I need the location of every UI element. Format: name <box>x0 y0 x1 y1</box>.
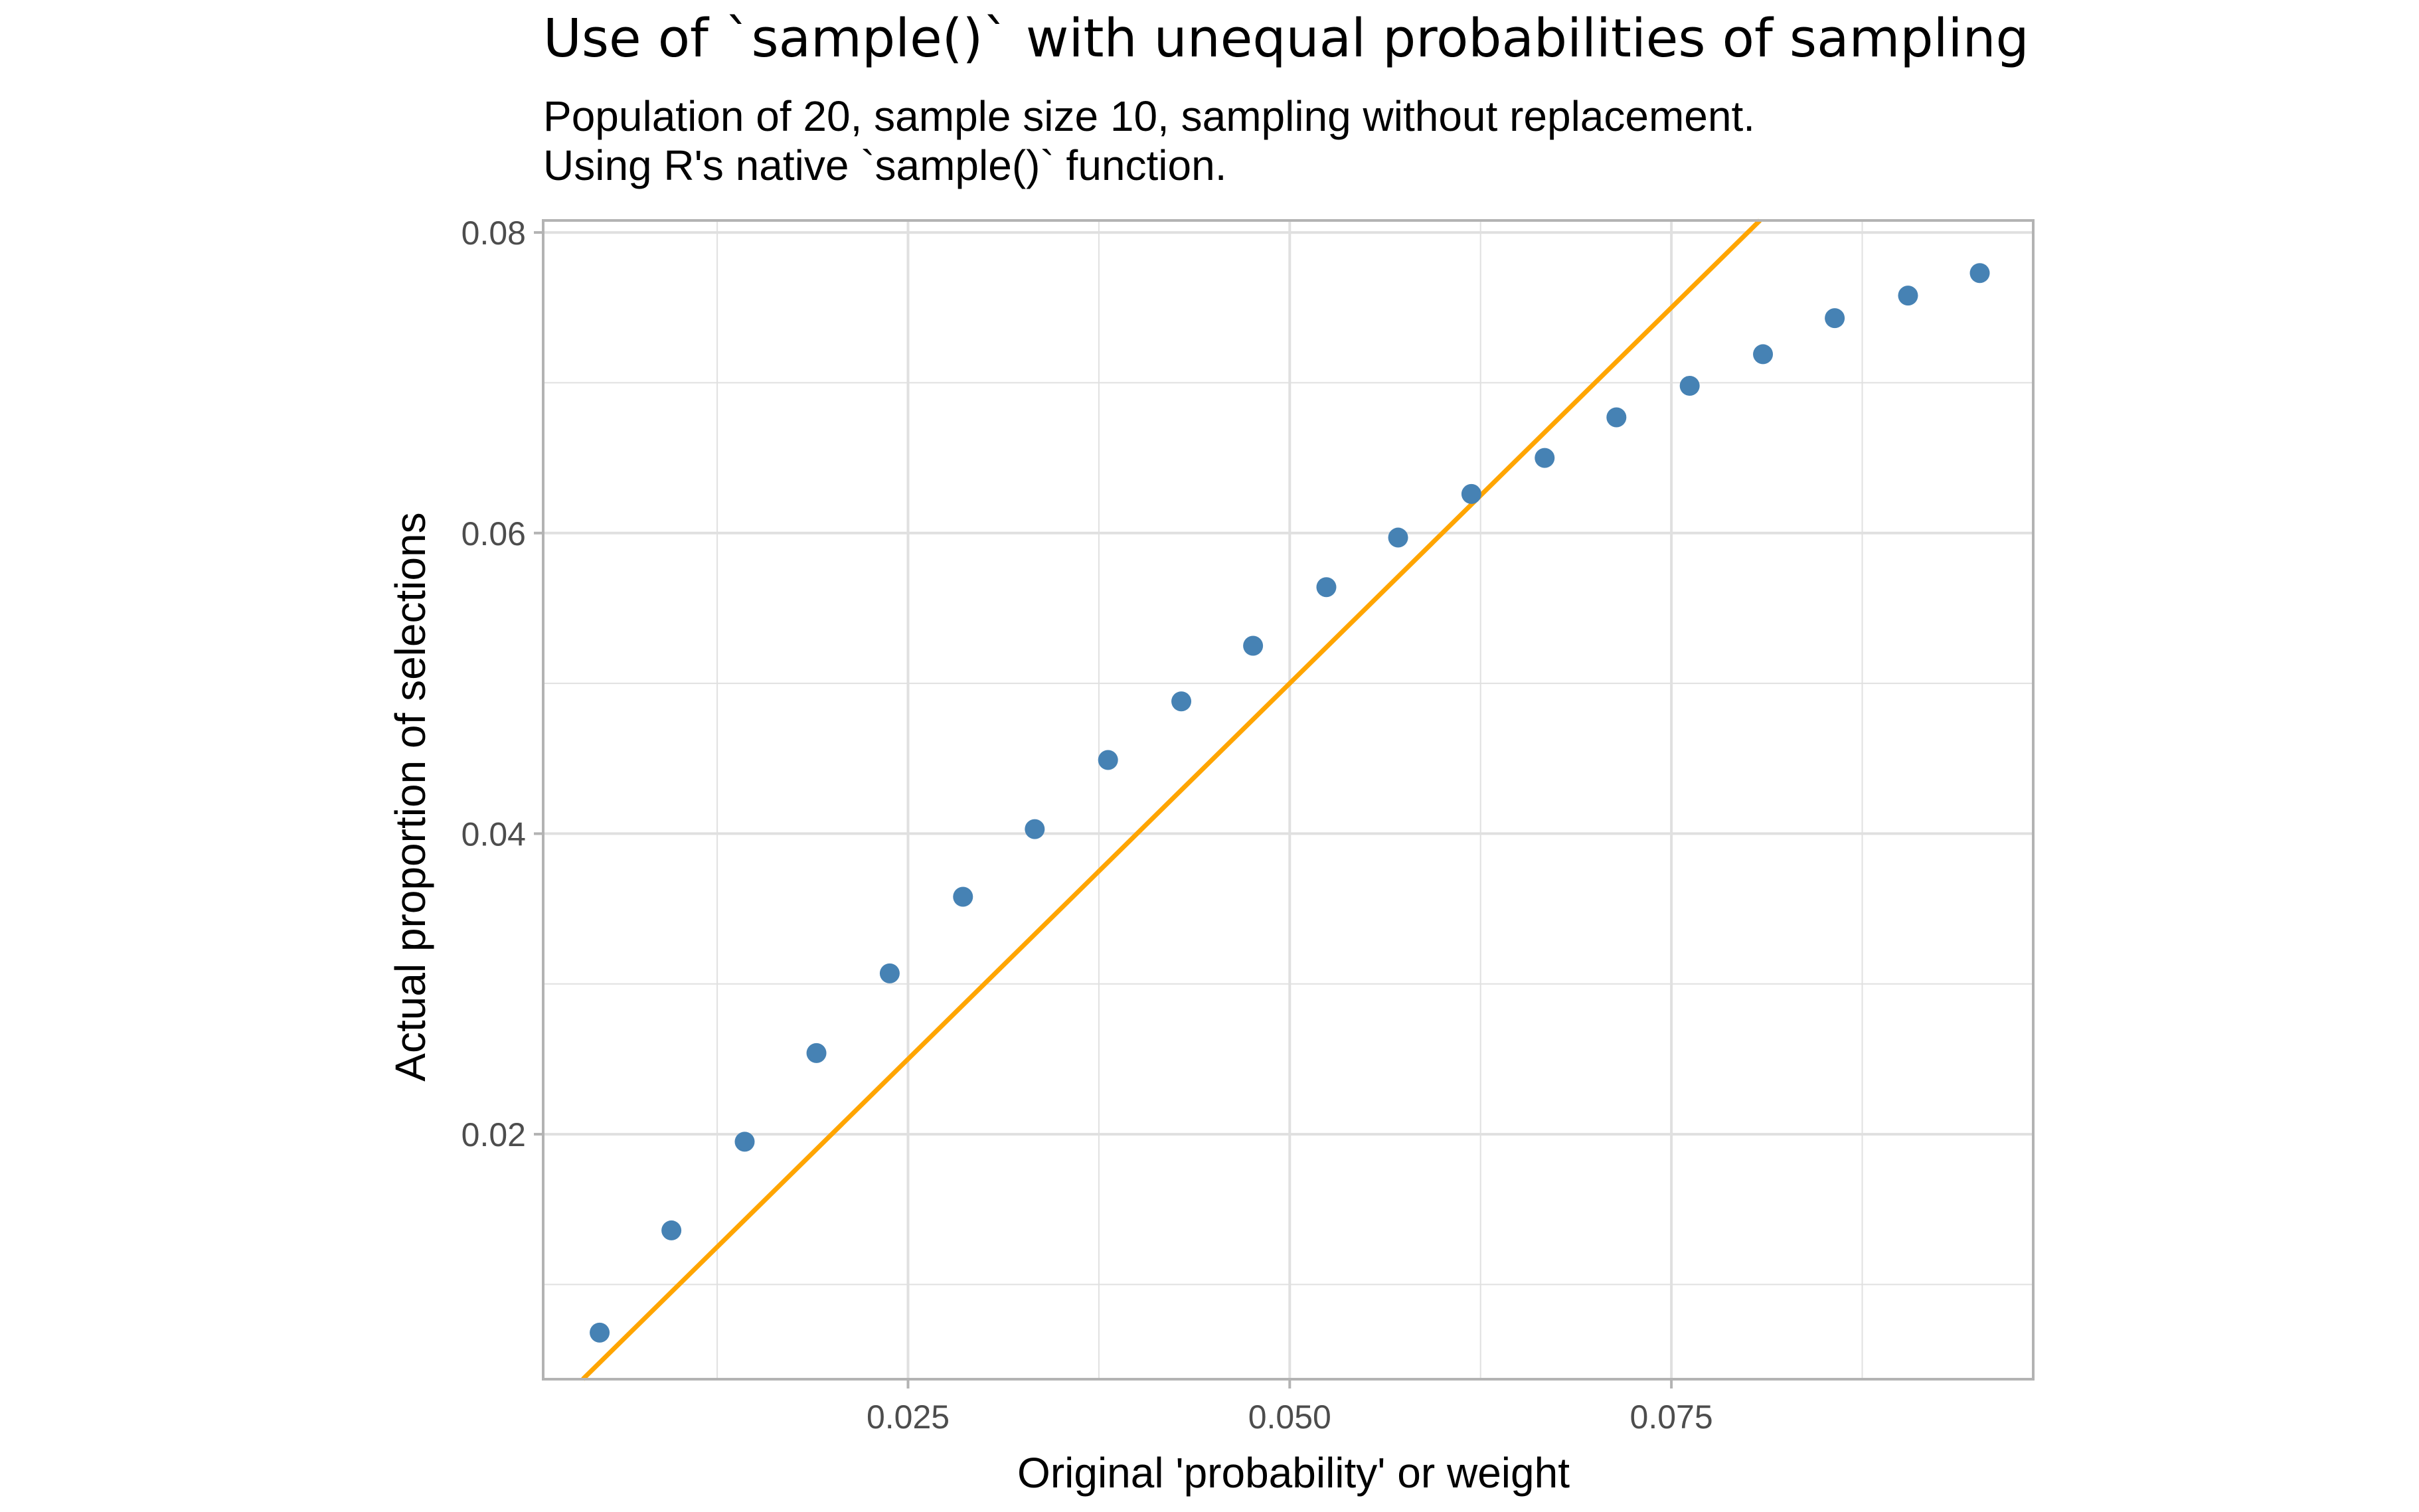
tick-labels: 0.025 0.050 0.075 0.02 0.04 0.06 0.08 <box>461 214 1713 1436</box>
data-point <box>1098 750 1118 770</box>
x-tick-label: 0.050 <box>1248 1398 1331 1436</box>
data-point <box>1606 407 1627 428</box>
data-point <box>1316 577 1337 598</box>
data-point <box>1243 635 1264 656</box>
data-point <box>879 963 900 983</box>
y-tick-label: 0.08 <box>461 214 526 252</box>
data-point <box>1388 527 1408 548</box>
chart-subtitle-line-1: Population of 20, sample size 10, sampli… <box>543 92 1756 140</box>
major-gridlines <box>543 220 2033 1379</box>
data-point <box>1535 448 1555 468</box>
chart-subtitle-line-2: Using R's native `sample()` function. <box>543 141 1227 189</box>
data-point <box>1969 263 1990 284</box>
data-point <box>1825 308 1845 329</box>
x-axis-label: Original 'probability' or weight <box>1017 1449 1570 1497</box>
x-tick-label: 0.075 <box>1630 1398 1713 1436</box>
data-point <box>734 1132 755 1152</box>
y-tick-label: 0.02 <box>461 1116 526 1153</box>
data-point <box>1171 691 1192 712</box>
minor-gridlines <box>543 220 2033 1379</box>
data-point <box>1461 483 1481 504</box>
y-tick-label: 0.04 <box>461 815 526 853</box>
data-point <box>1025 819 1045 839</box>
data-point <box>590 1322 610 1343</box>
chart-title: Use of `sample()` with unequal probabili… <box>543 8 2029 69</box>
data-point <box>1679 375 1700 396</box>
data-points <box>590 263 1990 1343</box>
x-tick-label: 0.025 <box>867 1398 950 1436</box>
data-point <box>1753 344 1774 365</box>
data-point <box>661 1220 682 1240</box>
panel-border <box>542 219 2035 1381</box>
data-point <box>1898 286 1918 306</box>
reference-line-group <box>581 218 1762 1381</box>
y-axis-label: Actual proportion of selections <box>386 512 434 1081</box>
y-tick-label: 0.06 <box>461 515 526 552</box>
axis-ticks <box>534 231 1673 1388</box>
data-point <box>953 886 973 907</box>
reference-line <box>581 218 1762 1381</box>
data-point <box>806 1043 827 1063</box>
